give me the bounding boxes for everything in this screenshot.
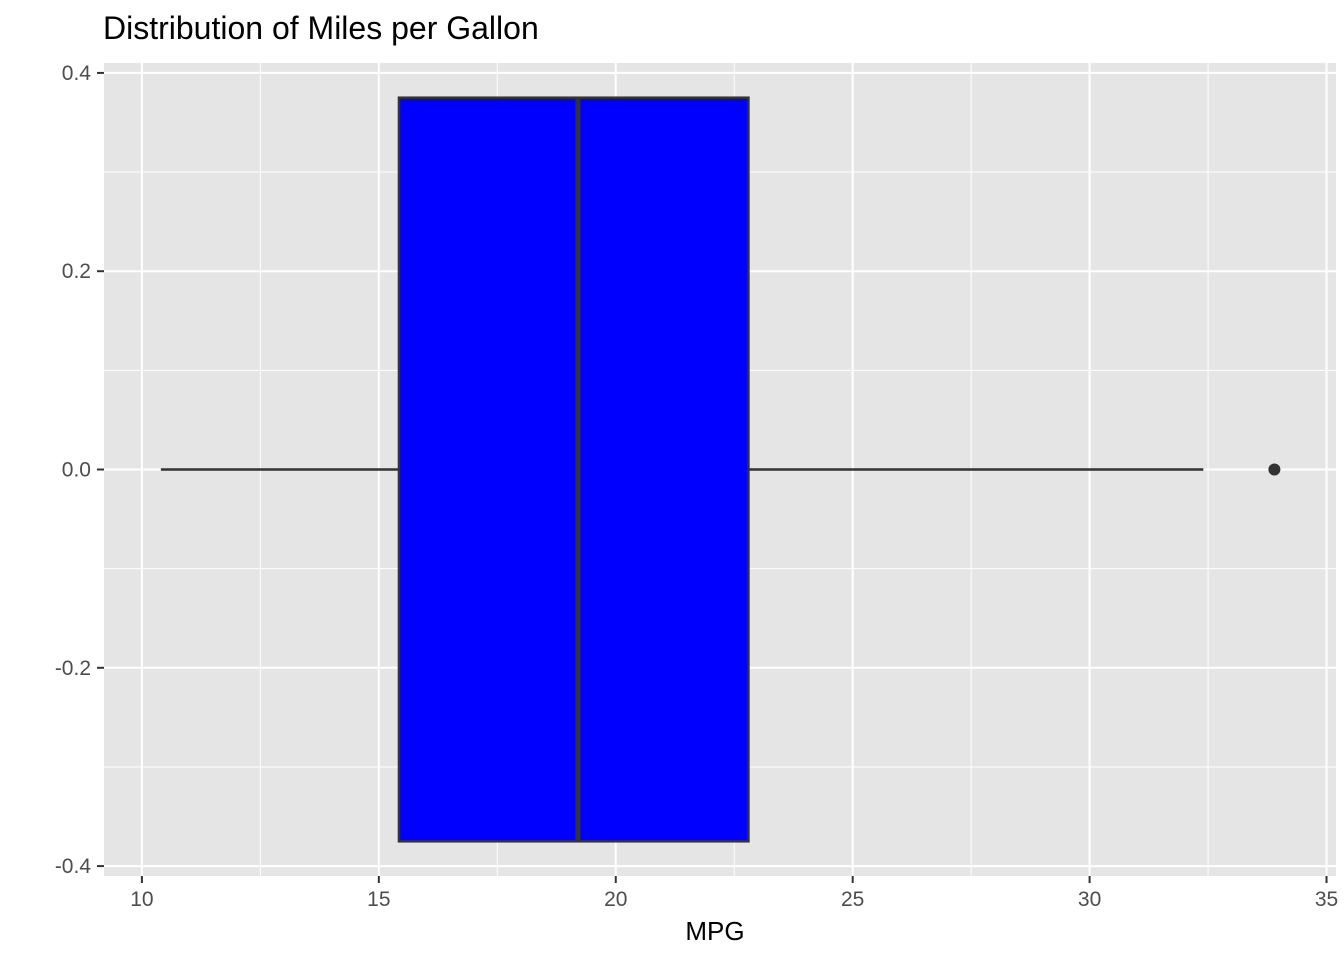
interquartile-box <box>397 96 750 843</box>
y-tick-label: 0.2 <box>62 260 91 283</box>
boxplot <box>160 96 1204 843</box>
x-tick-label: 20 <box>604 888 627 911</box>
x-axis: 10 15 20 25 30 35 <box>130 876 1338 911</box>
outlier-points <box>1268 463 1281 476</box>
x-tick-label: 25 <box>841 888 864 911</box>
x-tick-label: 15 <box>367 888 390 911</box>
x-axis-label: MPG <box>685 916 744 946</box>
y-axis: 0.4 0.2 0.0 -0.2 -0.4 <box>55 62 104 878</box>
y-tick-label: -0.4 <box>55 855 92 878</box>
y-tick-label: 0.4 <box>62 62 92 85</box>
y-tick-label: -0.2 <box>55 657 91 680</box>
outlier-point <box>1268 463 1281 476</box>
chart-title: Distribution of Miles per Gallon <box>103 10 539 46</box>
y-tick-label: 0.0 <box>62 459 91 482</box>
x-tick-label: 30 <box>1078 888 1101 911</box>
x-tick-label: 35 <box>1315 888 1338 911</box>
x-tick-label: 10 <box>130 888 153 911</box>
